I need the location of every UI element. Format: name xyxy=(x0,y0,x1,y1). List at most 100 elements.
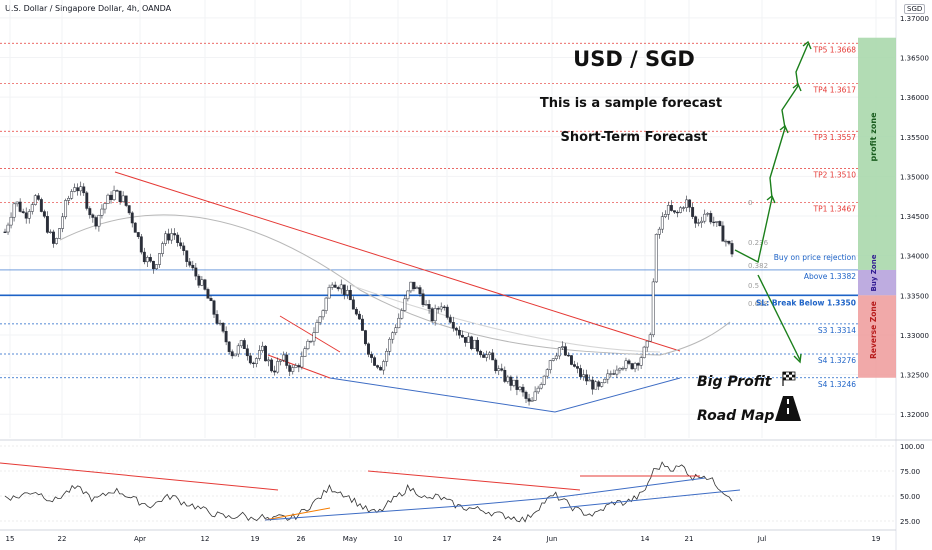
candle-body xyxy=(73,187,77,192)
candle-body xyxy=(351,299,355,310)
candle-body xyxy=(685,199,689,208)
candle-body xyxy=(100,208,104,216)
candle-body xyxy=(603,378,607,383)
candle-body xyxy=(85,192,89,209)
descending-trendline[interactable] xyxy=(114,171,681,352)
forecast-arrows xyxy=(734,40,812,364)
candle-body xyxy=(479,350,483,356)
candle-body xyxy=(294,365,298,368)
candle-body xyxy=(185,250,189,262)
osc-trendline-red-1[interactable] xyxy=(0,462,279,491)
candle-body xyxy=(618,368,622,371)
candle-body xyxy=(573,364,576,367)
candle-body xyxy=(94,217,98,227)
candle-body xyxy=(527,398,531,402)
candle-body xyxy=(188,261,192,266)
candle-body xyxy=(657,228,661,235)
time-axis[interactable]: 15 22 Apr 12 19 26 May 10 17 24 Jun 14 21 Jul 19 xyxy=(6,535,881,543)
candle-body xyxy=(700,220,704,223)
wedge-upper-red[interactable] xyxy=(279,315,341,353)
candle-body xyxy=(518,386,522,390)
big-title: USD / SGD xyxy=(573,47,695,71)
candle-body xyxy=(376,365,380,368)
candle-body xyxy=(730,243,734,255)
candle-body xyxy=(600,382,604,387)
candle-body xyxy=(27,211,31,219)
osc-tick-label: 75.00 xyxy=(900,468,920,476)
candle-body xyxy=(158,253,161,265)
candle-body xyxy=(327,287,331,299)
candle-body xyxy=(248,355,252,364)
candle-body xyxy=(173,233,177,236)
candle-body xyxy=(36,195,40,200)
buy-on-rejection-label: Buy on price rejection xyxy=(774,253,856,262)
candle-body xyxy=(391,332,395,340)
buy-zone-label: Buy Zone xyxy=(870,254,878,291)
candle-body xyxy=(721,225,725,242)
moving-average-2 xyxy=(349,284,661,353)
candle-body xyxy=(724,240,728,243)
candle-body xyxy=(212,300,216,315)
candle-body xyxy=(206,289,210,299)
time-tick-label: 10 xyxy=(394,535,403,543)
candle-body xyxy=(718,221,722,227)
candle-body xyxy=(491,352,495,361)
candle-body xyxy=(18,201,22,212)
candle-body xyxy=(179,242,183,247)
candle-body xyxy=(264,345,267,362)
candle-body xyxy=(288,365,292,372)
candle-body xyxy=(279,359,283,362)
candle-body xyxy=(24,212,28,219)
candle-body xyxy=(415,287,419,290)
level-label: Above 1.3382 xyxy=(804,272,856,281)
candle-body xyxy=(448,317,452,323)
candle-body xyxy=(424,304,428,306)
candle-body xyxy=(133,222,137,233)
candle-body xyxy=(276,361,280,373)
candle-body xyxy=(167,233,171,241)
osc-tick-label: 25.00 xyxy=(900,518,920,526)
support-trendline[interactable] xyxy=(329,377,681,413)
candle-body xyxy=(345,290,349,295)
candle-body xyxy=(470,336,473,349)
candle-body xyxy=(524,391,528,399)
candle-body xyxy=(651,281,655,336)
candle-body xyxy=(230,351,234,357)
arrowhead-1 xyxy=(766,194,776,204)
candle-body xyxy=(648,334,652,342)
candle-body xyxy=(539,384,543,389)
level-label: TP4 1.3617 xyxy=(812,86,856,95)
candle-body xyxy=(309,340,313,343)
osc-trendline-blue-2[interactable] xyxy=(559,489,741,509)
candle-body xyxy=(315,322,319,333)
level-label: TP3 1.3557 xyxy=(812,133,856,142)
candle-body xyxy=(576,366,579,369)
candle-body xyxy=(633,363,637,370)
candle-body xyxy=(227,341,231,352)
candle-body xyxy=(433,308,437,322)
osc-trendline-orange[interactable] xyxy=(264,507,331,521)
candle-body xyxy=(660,216,664,230)
candle-body xyxy=(554,355,558,359)
candle-body xyxy=(121,195,125,203)
candle-body xyxy=(215,314,219,324)
currency-badge[interactable]: SGD xyxy=(904,4,926,14)
price-tick-label: 1.35000 xyxy=(900,173,929,181)
time-tick-label: 17 xyxy=(443,535,452,543)
candle-body xyxy=(436,308,440,310)
candle-body xyxy=(397,317,401,329)
candle-body xyxy=(421,293,425,305)
candle-body xyxy=(164,233,167,244)
time-tick-label: 26 xyxy=(297,535,306,543)
candle-body xyxy=(21,211,25,213)
candle-body xyxy=(533,391,537,401)
osc-trendline-red-2[interactable] xyxy=(367,470,581,491)
candle-body xyxy=(364,330,367,345)
candle-body xyxy=(672,210,676,213)
candle-body xyxy=(515,379,519,390)
candle-body xyxy=(30,204,34,212)
price-axis[interactable]: 1.32000 1.32500 1.33000 1.33500 1.34000 1.345… xyxy=(900,15,929,419)
osc-trendline-blue[interactable] xyxy=(264,477,706,521)
candle-body xyxy=(200,279,204,286)
